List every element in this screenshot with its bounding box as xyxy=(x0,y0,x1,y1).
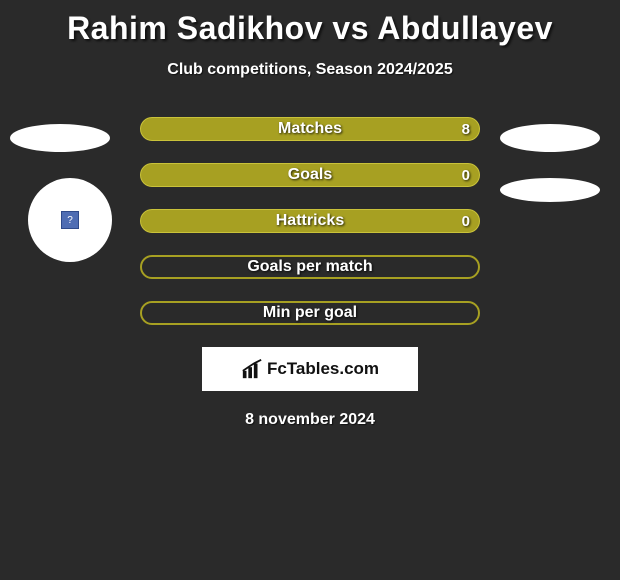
stat-bar xyxy=(140,301,480,325)
stat-value: 0 xyxy=(462,209,470,233)
player-avatar: ? xyxy=(28,178,112,262)
stat-row: Min per goal xyxy=(140,301,480,325)
bars-icon xyxy=(241,358,263,380)
stat-bar xyxy=(140,163,480,187)
stat-bar xyxy=(140,209,480,233)
footer-date: 8 november 2024 xyxy=(0,411,620,429)
site-logo: FcTables.com xyxy=(202,347,418,391)
decor-pill-right-1 xyxy=(500,124,600,152)
stat-bar xyxy=(140,255,480,279)
decor-pill-right-2 xyxy=(500,178,600,202)
stat-value: 0 xyxy=(462,163,470,187)
page-title: Rahim Sadikhov vs Abdullayev xyxy=(0,0,620,47)
stat-bar xyxy=(140,117,480,141)
page-subtitle: Club competitions, Season 2024/2025 xyxy=(0,61,620,79)
logo-text: FcTables.com xyxy=(267,359,379,379)
avatar-placeholder-icon: ? xyxy=(61,211,79,229)
decor-pill-left-1 xyxy=(10,124,110,152)
stat-row: Hattricks0 xyxy=(140,209,480,233)
stat-row: Matches8 xyxy=(140,117,480,141)
stat-row: Goals per match xyxy=(140,255,480,279)
stat-value: 8 xyxy=(462,117,470,141)
stat-row: Goals0 xyxy=(140,163,480,187)
